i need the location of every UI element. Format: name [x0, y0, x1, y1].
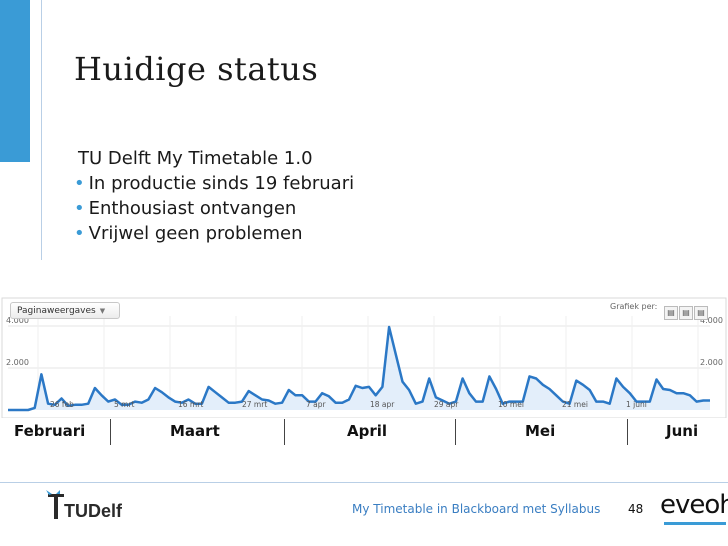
bullet: •: [74, 223, 85, 244]
month-separator: [455, 419, 456, 445]
month-label: April: [347, 422, 388, 440]
month-separator: [627, 419, 628, 445]
eveoh-logo: eveoh: [660, 490, 728, 520]
month-bar: Februari Maart April Mei Juni: [0, 419, 728, 445]
metric-dropdown-label: Paginaweergaves: [17, 306, 96, 316]
series-line: [8, 325, 710, 412]
x-tick-label: 21 mei: [562, 400, 588, 409]
page-number: 48: [628, 502, 644, 516]
tu-logo-text: TUDelft: [64, 501, 122, 521]
x-tick-label: 10 mei: [498, 400, 524, 409]
graph-view-toggle: ▤ ▤ ▤: [664, 300, 709, 320]
month-label: Februari: [14, 422, 86, 440]
x-tick-label: 18 apr: [370, 400, 395, 409]
footer-caption: My Timetable in Blackboard met Syllabus: [352, 502, 601, 516]
body-line-text: In productie sinds 19 februari: [88, 173, 355, 194]
eveoh-logo-underline: [664, 522, 726, 525]
month-label: Mei: [525, 422, 556, 440]
body-line: • Vrijwel geen problemen: [74, 221, 354, 246]
day-view-button[interactable]: ▤: [664, 306, 678, 320]
accent-bar: [0, 0, 30, 162]
divider-line: [41, 0, 42, 260]
x-tick-label: 26 feb: [50, 400, 74, 409]
x-tick-label: 5 mrt: [114, 400, 135, 409]
graph-by-label: Grafiek per:: [610, 302, 658, 311]
x-tick-label: 1 juni: [626, 400, 647, 409]
x-tick-label: 27 mrt: [242, 400, 267, 409]
footer-divider: [0, 482, 728, 483]
y-tick-label: 4.000: [700, 316, 723, 325]
x-tick-label: 7 apr: [306, 400, 327, 409]
x-tick-label: 29 apr: [434, 400, 459, 409]
month-label: Maart: [170, 422, 220, 440]
line-chart: 4.000 4.000 2.000 2.000 26 feb 5 mrt 16 mrt 27 …: [1, 297, 727, 418]
tu-delft-logo: TUDelft: [46, 490, 122, 521]
slide-body: TU Delft My Timetable 1.0 • In productie …: [74, 146, 354, 246]
y-tick-label: 2.000: [700, 358, 723, 367]
body-line: TU Delft My Timetable 1.0: [74, 146, 354, 171]
x-tick-label: 16 mrt: [178, 400, 203, 409]
month-separator: [110, 419, 111, 445]
slide-title: Huidige status: [74, 50, 319, 88]
chevron-down-icon: ▼: [99, 307, 106, 315]
month-separator: [284, 419, 285, 445]
y-tick-label: 2.000: [6, 358, 29, 367]
body-line-text: Enthousiast ontvangen: [88, 198, 297, 219]
body-line: • In productie sinds 19 februari: [74, 171, 354, 196]
bullet: •: [74, 173, 85, 194]
week-view-button[interactable]: ▤: [679, 306, 693, 320]
body-line: • Enthousiast ontvangen: [74, 196, 354, 221]
body-line-text: TU Delft My Timetable 1.0: [78, 148, 313, 169]
series-area: [8, 327, 710, 410]
y-tick-label: 4.000: [6, 316, 29, 325]
metric-dropdown[interactable]: Paginaweergaves ▼: [10, 302, 120, 319]
bullet: •: [74, 198, 85, 219]
month-view-button[interactable]: ▤: [694, 306, 708, 320]
body-line-text: Vrijwel geen problemen: [88, 223, 303, 244]
analytics-chart: 4.000 4.000 2.000 2.000 26 feb 5 mrt 16 mrt 27 …: [0, 296, 728, 418]
month-label: Juni: [666, 422, 699, 440]
